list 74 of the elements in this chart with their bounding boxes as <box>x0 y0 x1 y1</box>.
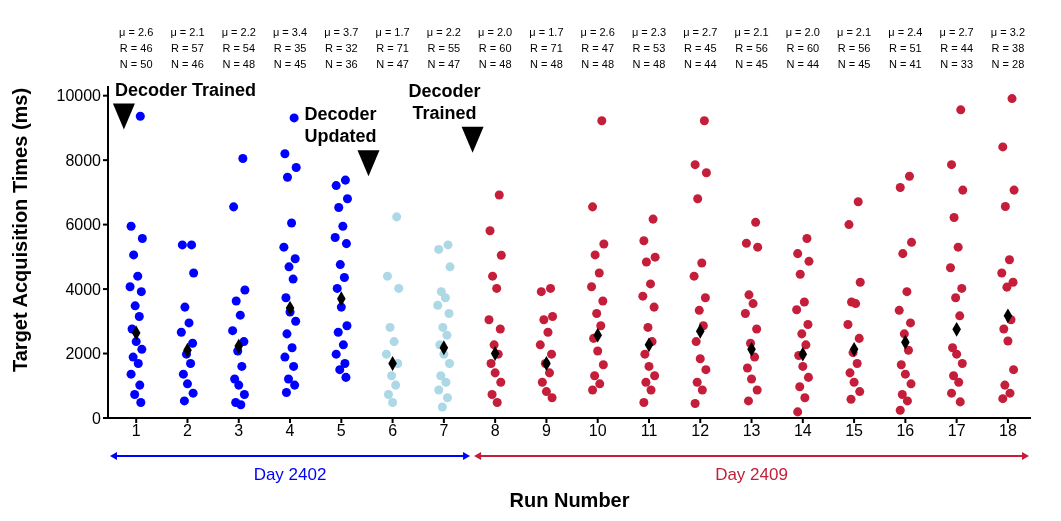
annotation: Decoder Updated <box>304 104 377 147</box>
x-tick-label: 8 <box>490 422 500 440</box>
text: μ = 1.7 R = 71 N = 48 <box>529 26 564 70</box>
point <box>383 389 393 399</box>
x-tick-label: 17 <box>947 422 966 440</box>
x-tick-label: 10 <box>588 422 607 440</box>
point <box>438 322 448 332</box>
point <box>382 271 392 281</box>
x-tick-label: 12 <box>691 422 710 440</box>
text: μ = 2.6 R = 46 N = 50 <box>119 26 154 70</box>
text: Day 2402 <box>253 465 327 484</box>
text: μ = 3.2 R = 38 N = 28 <box>990 26 1026 70</box>
x-tick-label: 9 <box>541 422 551 440</box>
text: μ = 3.7 R = 32 N = 36 <box>324 26 359 70</box>
point <box>394 283 404 293</box>
point <box>388 398 398 408</box>
x-tick-label: 18 <box>999 422 1017 440</box>
y-tick-label: 4000 <box>65 280 102 298</box>
x-tick-label: 6 <box>388 422 398 440</box>
point <box>445 359 455 369</box>
annotation: Decoder Trained <box>408 80 481 123</box>
x-tick-label: 11 <box>640 422 658 440</box>
text: μ = 2.7 R = 44 N = 33 <box>939 26 974 70</box>
x-tick-label: 2 <box>183 422 193 440</box>
text: μ = 2.1 R = 57 N = 46 <box>170 26 205 70</box>
point <box>389 337 399 347</box>
text: μ = 1.7 R = 71 N = 47 <box>375 26 410 70</box>
x-tick-label: 16 <box>896 422 915 440</box>
x-tick-label: 4 <box>285 422 295 440</box>
text: μ = 2.3 R = 53 N = 48 <box>631 26 667 70</box>
point <box>437 402 447 412</box>
point <box>381 349 391 359</box>
x-axis-title: Run Number <box>509 489 630 511</box>
point <box>445 262 455 272</box>
point <box>444 309 454 319</box>
point <box>392 212 402 222</box>
point <box>391 380 401 390</box>
point <box>433 300 443 310</box>
x-tick-label: 1 <box>131 422 141 440</box>
x-tick-label: 14 <box>793 422 812 440</box>
text: μ = 3.4 R = 35 N = 45 <box>272 26 308 70</box>
y-tick-label: 8000 <box>65 151 102 169</box>
point <box>440 293 450 303</box>
text: μ = 2.2 R = 54 N = 48 <box>221 26 256 70</box>
x-tick-label: 15 <box>845 422 864 440</box>
y-tick-label: 2000 <box>65 345 102 363</box>
point <box>436 287 446 297</box>
annotation: Decoder Trained <box>114 79 256 100</box>
text: μ = 2.1 R = 56 N = 45 <box>837 26 872 70</box>
text: μ = 2.0 R = 60 N = 48 <box>478 26 513 70</box>
y-tick-label: 6000 <box>65 216 102 234</box>
text: μ = 2.4 R = 51 N = 41 <box>888 26 923 70</box>
y-tick-label: 10000 <box>56 87 102 105</box>
text: μ = 2.7 R = 45 N = 44 <box>683 26 718 70</box>
point <box>441 377 451 387</box>
x-tick-label: 7 <box>439 422 449 440</box>
point <box>434 244 444 254</box>
y-axis-title: Target Acquisition Times (ms) <box>9 87 32 372</box>
point <box>442 330 452 340</box>
point <box>385 322 395 332</box>
x-tick-label: 5 <box>336 422 346 440</box>
point <box>387 371 397 381</box>
x-tick-label: 13 <box>742 422 761 440</box>
point <box>436 371 446 381</box>
text: μ = 2.2 R = 55 N = 47 <box>426 26 461 70</box>
text: μ = 2.1 R = 56 N = 45 <box>734 26 769 70</box>
y-tick-label: 0 <box>92 409 102 427</box>
point <box>443 240 453 250</box>
point <box>434 385 444 395</box>
point <box>442 393 452 403</box>
text: μ = 2.6 R = 47 N = 48 <box>580 26 615 70</box>
text: μ = 2.0 R = 60 N = 44 <box>785 26 820 70</box>
text: Day 2409 <box>715 465 788 484</box>
x-tick-label: 3 <box>234 422 244 440</box>
